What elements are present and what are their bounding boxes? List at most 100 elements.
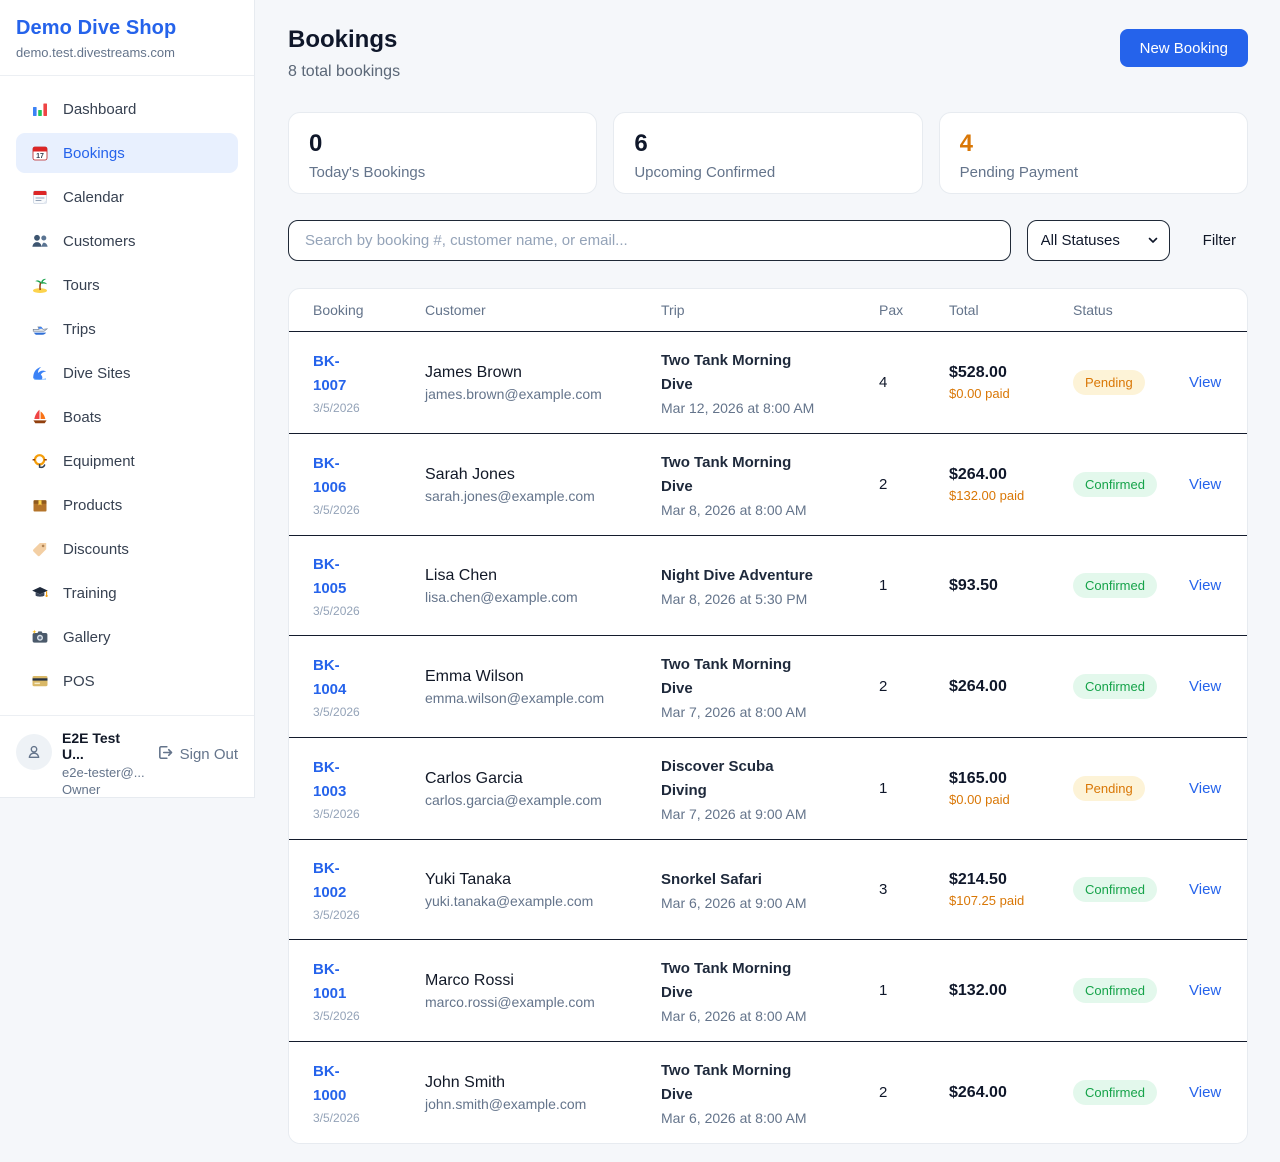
total-amount: $165.00: [949, 770, 1007, 787]
search-input[interactable]: [288, 220, 1011, 261]
booking-id-link[interactable]: BK-1004: [313, 657, 347, 698]
sidebar-item-boats[interactable]: Boats: [16, 397, 238, 437]
pax-count: 1: [879, 982, 888, 999]
customer-email: carlos.garcia@example.com: [425, 791, 602, 808]
customer-name: Lisa Chen: [425, 566, 498, 584]
customer-email: yuki.tanaka@example.com: [425, 892, 594, 909]
stat-label: Pending Payment: [959, 164, 1079, 181]
bookings-table-card: Booking Customer Trip Pax Total Status BK-100…: [288, 288, 1248, 1144]
view-link[interactable]: View: [1189, 475, 1222, 493]
training-icon: [30, 584, 50, 602]
pos-icon: [30, 672, 50, 690]
avatar: [16, 734, 52, 770]
table-row: BK-1002 3/5/2026 Yuki Tanaka yuki.tanaka…: [289, 839, 1247, 940]
booking-date: 3/5/2026: [313, 604, 360, 618]
column-header-booking: Booking: [289, 289, 413, 332]
view-link[interactable]: View: [1189, 576, 1222, 594]
dashboard-icon: [30, 100, 50, 118]
trip-datetime: Mar 8, 2026 at 5:30 PM: [661, 591, 808, 607]
sidebar-item-label: Products: [63, 496, 123, 514]
trip-datetime: Mar 7, 2026 at 9:00 AM: [661, 806, 807, 822]
status-badge: Confirmed: [1073, 877, 1157, 902]
sign-out-button[interactable]: Sign Out: [156, 744, 238, 765]
sidebar-item-products[interactable]: Products: [16, 485, 238, 525]
trip-name: Snorkel Safari: [661, 871, 762, 888]
sidebar-item-gallery[interactable]: Gallery: [16, 617, 238, 657]
pax-count: 2: [879, 476, 888, 493]
sidebar-item-equipment[interactable]: Equipment: [16, 441, 238, 481]
booking-id-link[interactable]: BK-1000: [313, 1063, 347, 1104]
view-link[interactable]: View: [1189, 373, 1222, 391]
view-link[interactable]: View: [1189, 779, 1222, 797]
trip-name: Two Tank Morning Dive: [661, 960, 792, 1001]
sidebar-item-tours[interactable]: Tours: [16, 265, 238, 305]
user-name: E2E Test U...: [62, 730, 121, 762]
customers-icon: [30, 232, 50, 250]
view-link[interactable]: View: [1189, 1083, 1222, 1101]
booking-date: 3/5/2026: [313, 705, 360, 719]
sidebar-item-trips[interactable]: Trips: [16, 309, 238, 349]
status-badge: Confirmed: [1073, 1080, 1157, 1105]
pax-count: 2: [879, 678, 888, 695]
view-link[interactable]: View: [1189, 677, 1222, 695]
products-icon: [30, 496, 50, 514]
total-amount: $264.00: [949, 466, 1007, 483]
booking-id-link[interactable]: BK-1001: [313, 961, 347, 1002]
booking-id-link[interactable]: BK-1002: [313, 860, 347, 901]
column-header-status: Status: [1061, 289, 1177, 332]
view-link[interactable]: View: [1189, 981, 1222, 999]
booking-date: 3/5/2026: [313, 503, 360, 517]
status-badge: Confirmed: [1073, 978, 1157, 1003]
stat-value: 4: [959, 130, 974, 157]
status-badge: Pending: [1073, 370, 1145, 395]
pax-count: 4: [879, 374, 888, 391]
boats-icon: [30, 408, 50, 426]
sidebar-item-label: Discounts: [63, 540, 129, 558]
pax-count: 1: [879, 577, 888, 594]
booking-id-link[interactable]: BK-1007: [313, 353, 347, 394]
bookings-icon: 17: [30, 144, 50, 162]
filter-button[interactable]: Filter: [1202, 232, 1236, 249]
booking-id-link[interactable]: BK-1006: [313, 455, 347, 496]
view-link[interactable]: View: [1189, 880, 1222, 898]
paid-amount: $0.00 paid: [949, 386, 1010, 401]
sidebar-item-label: Trips: [63, 320, 96, 338]
pax-count: 3: [879, 881, 888, 898]
sidebar-item-pos[interactable]: POS: [16, 661, 238, 701]
sidebar-item-bookings[interactable]: 17 Bookings: [16, 133, 238, 173]
sidebar-item-dashboard[interactable]: Dashboard: [16, 89, 238, 129]
sidebar-item-calendar[interactable]: Calendar: [16, 177, 238, 217]
sidebar-item-training[interactable]: Training: [16, 573, 238, 613]
pax-count: 2: [879, 1084, 888, 1101]
total-amount: $93.50: [949, 576, 998, 594]
status-filter: All Statuses: [1026, 220, 1170, 261]
column-header-customer: Customer: [413, 289, 649, 332]
column-header-total: Total: [937, 289, 1061, 332]
total-amount: $264.00: [949, 1083, 1007, 1101]
total-amount: $528.00: [949, 364, 1007, 381]
stat-value: 0: [309, 130, 323, 157]
brand: Demo Dive Shop demo.test.divestreams.com: [0, 0, 254, 76]
total-bookings-count: 8 total bookings: [288, 63, 401, 80]
trip-datetime: Mar 7, 2026 at 8:00 AM: [661, 704, 807, 720]
brand-name[interactable]: Demo Dive Shop: [16, 17, 177, 39]
status-filter-select[interactable]: All Statuses: [1026, 220, 1170, 261]
sign-out-label: Sign Out: [179, 746, 238, 763]
sidebar-item-label: Calendar: [63, 188, 124, 206]
status-badge: Confirmed: [1073, 573, 1157, 598]
gallery-icon: [30, 628, 50, 646]
sidebar-item-customers[interactable]: Customers: [16, 221, 238, 261]
sidebar-item-dive-sites[interactable]: Dive Sites: [16, 353, 238, 393]
customer-name: John Smith: [425, 1073, 506, 1091]
new-booking-button[interactable]: New Booking: [1119, 29, 1248, 67]
stats-row: 0 Today's Bookings 6 Upcoming Confirmed …: [288, 112, 1248, 194]
trip-datetime: Mar 6, 2026 at 9:00 AM: [661, 895, 807, 911]
dive-sites-icon: [30, 364, 50, 382]
booking-date: 3/5/2026: [313, 1111, 360, 1125]
trip-name: Two Tank Morning Dive: [661, 1062, 792, 1103]
sidebar-item-discounts[interactable]: Discounts: [16, 529, 238, 569]
column-header-pax: Pax: [867, 289, 937, 332]
booking-id-link[interactable]: BK-1005: [313, 556, 347, 597]
booking-id-link[interactable]: BK-1003: [313, 759, 347, 800]
